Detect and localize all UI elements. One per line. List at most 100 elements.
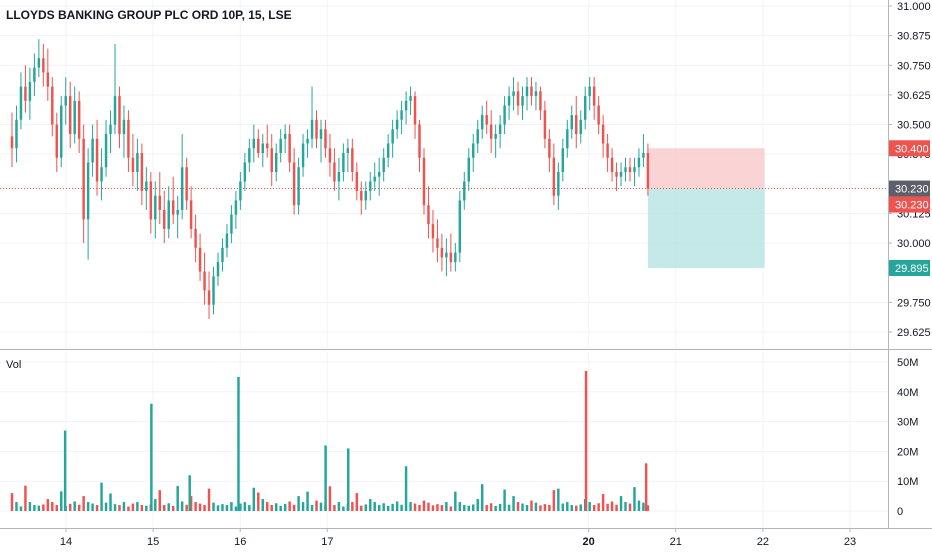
last-price-badge-text: 30.230 [895, 184, 929, 196]
volume-bar [113, 504, 117, 511]
volume-bar [543, 504, 547, 511]
candle-body [570, 115, 574, 130]
volume-bar [122, 502, 126, 511]
volume-bar [642, 502, 645, 511]
volume-bar [561, 503, 565, 511]
volume-bar [198, 503, 202, 511]
candle-body [548, 138, 551, 158]
volume-bar [494, 505, 497, 511]
volume-bar [507, 504, 511, 511]
candle-body [145, 181, 148, 191]
volume-bar [274, 503, 278, 511]
volume-bar [15, 502, 18, 511]
volume-bar [73, 501, 76, 511]
volume-bar [180, 501, 184, 511]
volume-bar [194, 502, 197, 511]
candle-body [257, 138, 260, 153]
candle-body [33, 67, 36, 82]
volume-bar [534, 502, 538, 511]
candle-body [566, 129, 569, 149]
candle-body [158, 195, 162, 210]
volume-bar [283, 503, 287, 511]
volume-bar [24, 485, 27, 511]
candle-body [73, 100, 76, 135]
candle-body [127, 119, 130, 158]
volume-bar [315, 500, 318, 511]
volume-bar [377, 505, 381, 511]
chart-title: LLOYDS BANKING GROUP PLC ORD 10P, 15, LS… [6, 8, 292, 22]
volume-bar [449, 506, 453, 511]
candle-body [100, 167, 103, 182]
stop-price-badge-text: 30.400 [895, 143, 929, 155]
candle-body [494, 134, 497, 139]
volume-tick-label: 30M [897, 417, 918, 429]
candle-body [642, 152, 645, 158]
volume-bar [431, 505, 435, 511]
price-tick-label: 30.875 [897, 31, 931, 43]
candle-body [579, 119, 582, 135]
volume-tick-label: 40M [897, 387, 918, 399]
candle-body [324, 129, 327, 149]
price-badges: 30.400 30.230 30.230 29.895 [889, 140, 930, 276]
candle-body [637, 157, 641, 168]
candle-body [521, 96, 524, 106]
candle-body [525, 86, 529, 97]
candle-body [561, 148, 565, 172]
volume-bar [592, 505, 596, 511]
candle-body [113, 96, 117, 125]
candle-body [319, 129, 323, 139]
volume-bar [37, 505, 41, 511]
price-axis[interactable]: 29.62529.75030.00030.12530.37530.50030.6… [888, 1, 931, 518]
candle-body [243, 162, 247, 182]
candle-body [485, 115, 488, 125]
volume-bar [436, 504, 439, 511]
volume-bar [19, 506, 23, 511]
target-price-badge-bg [889, 259, 930, 276]
volume-spike-bar [347, 448, 350, 511]
time-tick-label: 14 [60, 536, 72, 548]
time-axis[interactable]: 14 15 16 17 20 21 22 23 [60, 528, 856, 548]
stop-loss-zone[interactable] [647, 148, 765, 189]
candle-body [530, 86, 533, 97]
candle-body [552, 157, 556, 196]
stop-price-badge-bg [889, 140, 930, 157]
take-profit-zone[interactable] [647, 188, 765, 268]
volume-bar [33, 505, 36, 511]
volume-bar [364, 504, 368, 511]
price-tick-label: 30.000 [897, 238, 931, 250]
volume-bar [342, 506, 345, 511]
volume-bar [516, 502, 520, 511]
volume-bar [373, 502, 376, 511]
candle-body [60, 105, 63, 158]
volume-bar [395, 501, 399, 511]
volume-bar [100, 482, 103, 511]
candle-body [592, 86, 596, 106]
candle-body [467, 157, 471, 182]
volume-bar [539, 505, 542, 511]
entry-price-badge-bg [889, 196, 930, 213]
volume-bar [418, 505, 421, 511]
volume-spike-bar [324, 445, 327, 511]
candle-body [198, 247, 202, 272]
volume-bar [575, 505, 578, 511]
volume-bar [288, 501, 291, 511]
volume-bar [427, 502, 430, 511]
candle-body [91, 138, 94, 163]
candle-body [409, 96, 412, 101]
candle-body [355, 171, 359, 191]
volume-bar [158, 490, 162, 511]
entry-price-badge: 30.230 [889, 196, 930, 213]
candle-body [46, 72, 50, 87]
volume-bar [337, 502, 341, 511]
volume-bar [221, 504, 224, 511]
volume-bar [646, 505, 650, 511]
position-tool[interactable] [0, 148, 888, 268]
volume-bar [46, 499, 50, 511]
volume-bar [82, 496, 85, 511]
candle-body [28, 81, 32, 101]
stop-price-badge: 30.400 [889, 140, 930, 157]
candle-body [440, 247, 444, 258]
candle-body [534, 91, 538, 97]
volume-bar [386, 505, 390, 511]
